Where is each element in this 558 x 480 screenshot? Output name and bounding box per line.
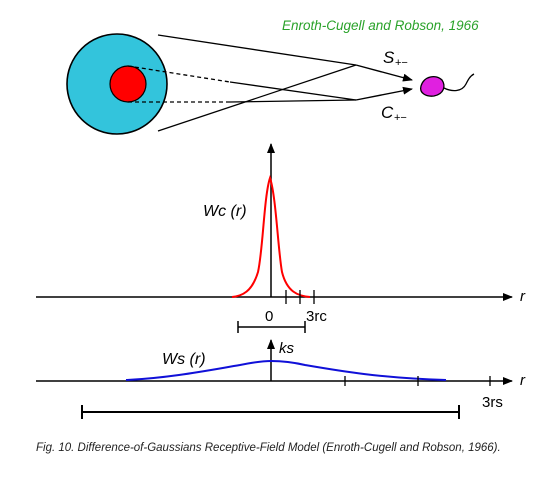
figure-caption: Fig. 10. Difference-of-Gaussians Recepti… (36, 442, 501, 454)
surround-curve (125, 359, 447, 381)
surround-arrow (355, 64, 413, 82)
dog-receptive-field-figure: Enroth-Cugell and Robson, 1966 S +− C +−… (36, 18, 526, 419)
center-curve (231, 174, 311, 298)
center-disk-icon (109, 65, 147, 103)
center-signs: +− (394, 112, 407, 124)
center-extent-label: 3rc (306, 308, 327, 325)
center-top-projection-solid (229, 81, 357, 101)
center-label: C (381, 103, 394, 122)
neuron-axon (443, 73, 475, 92)
surround-top-projection (157, 34, 357, 66)
surround-extent-label: 3rs (482, 394, 503, 411)
center-plot-function-label: Wc (r) (203, 203, 247, 220)
surround-plot-function-label: Ws (r) (162, 351, 206, 368)
center-plot-axis-label: r (520, 288, 526, 305)
surround-signs: +− (395, 57, 408, 69)
surround-bottom-projection (157, 64, 357, 132)
center-zero-label: 0 (265, 308, 273, 325)
center-arrow (355, 86, 413, 101)
center-bottom-projection-solid (229, 99, 357, 103)
surround-peak-label: ks (279, 340, 295, 357)
citation-label: Enroth-Cugell and Robson, 1966 (282, 18, 479, 33)
center-top-projection (127, 65, 231, 83)
surround-plot-axis-label: r (520, 372, 526, 389)
neuron-icon (420, 75, 445, 97)
surround-label: S (383, 48, 395, 67)
